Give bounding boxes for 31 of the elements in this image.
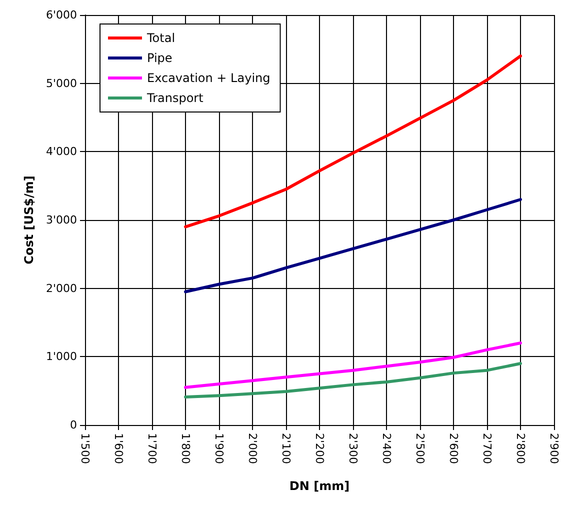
x-tick-label: 1'700 bbox=[146, 433, 158, 464]
x-tick-label: 1'800 bbox=[179, 433, 192, 464]
y-tick-label: 1'000 bbox=[46, 350, 77, 364]
line-series bbox=[184, 198, 522, 294]
legend-label: Pipe bbox=[147, 51, 172, 65]
legend-label: Total bbox=[146, 31, 176, 45]
x-tick-label: 2'200 bbox=[313, 433, 326, 464]
x-tick-label: 2'300 bbox=[346, 433, 360, 464]
legend-label: Excavation + Laying bbox=[147, 71, 270, 85]
x-tick-label: 2'400 bbox=[380, 433, 393, 464]
x-tick-label: 2'000 bbox=[246, 433, 259, 464]
x-tick-label: 2'500 bbox=[414, 433, 426, 464]
x-tick-label: 1'600 bbox=[112, 433, 125, 464]
y-axis-title: Cost [US$/m] bbox=[22, 176, 36, 264]
y-tick-label: 0 bbox=[70, 418, 77, 432]
x-tick-label: 2'600 bbox=[447, 433, 460, 464]
y-tick-label: 6'000 bbox=[46, 8, 77, 22]
y-tick-label: 3'000 bbox=[46, 214, 77, 226]
x-tick-label: 1'900 bbox=[212, 433, 226, 464]
x-tick-label: 1'500 bbox=[78, 433, 92, 464]
y-tick-label: 2'000 bbox=[46, 282, 77, 295]
line-series bbox=[184, 342, 522, 389]
legend-label: Transport bbox=[146, 91, 204, 105]
x-tick-label: 2'700 bbox=[480, 433, 494, 464]
y-tick-label: 5'000 bbox=[46, 76, 77, 90]
y-tick-label: 4'000 bbox=[46, 145, 77, 158]
x-tick-label: 2'100 bbox=[280, 433, 292, 464]
x-tick-label: 2'900 bbox=[548, 433, 560, 464]
x-axis-title: DN [mm] bbox=[289, 479, 350, 493]
line-series bbox=[184, 362, 522, 398]
x-tick-label: 2'800 bbox=[514, 433, 527, 464]
